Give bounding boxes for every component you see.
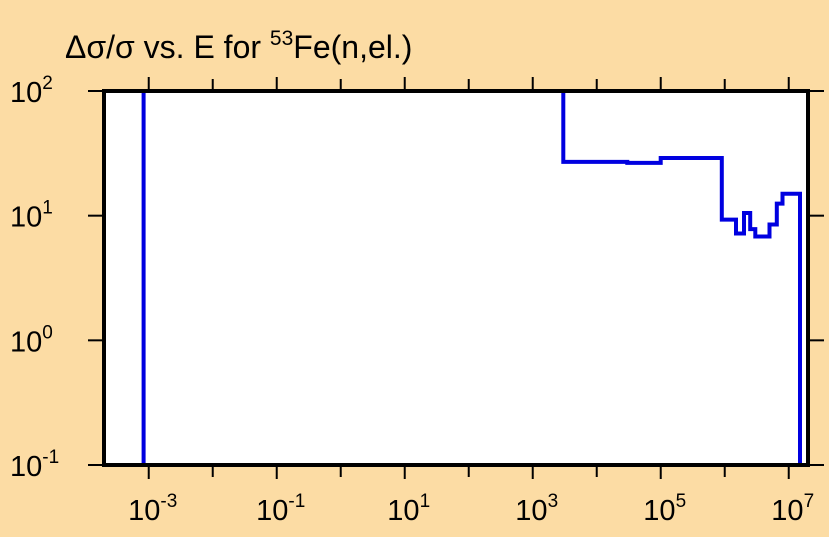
x-tick-label-base: 10 — [515, 495, 547, 527]
x-tick-label-base: 10 — [256, 495, 288, 527]
plot-area — [104, 91, 808, 465]
y-tick-label-exponent: 2 — [42, 73, 53, 94]
x-tick-label-exponent: 7 — [804, 491, 815, 512]
x-tick-label: 107 — [771, 491, 814, 527]
y-tick-label: 101 — [10, 198, 53, 234]
plot-frame — [102, 89, 810, 467]
x-tick-label-base: 10 — [643, 495, 675, 527]
y-tick-label-exponent: 1 — [42, 198, 53, 219]
y-tick-label-exponent: 0 — [42, 322, 53, 343]
x-tick-label-base: 10 — [128, 495, 160, 527]
x-tick-label: 101 — [387, 491, 430, 527]
chart-title-suffix: Fe(n,el.) — [293, 29, 412, 65]
y-tick-label-base: 10 — [10, 77, 42, 109]
y-tick-label: 102 — [10, 73, 53, 109]
chart-title-isotope-mass: 53 — [270, 27, 293, 50]
y-tick-label: 100 — [10, 322, 53, 358]
x-tick-label-exponent: -1 — [288, 491, 305, 512]
y-tick-label-base: 10 — [10, 202, 42, 234]
chart-title: Δσ/σ vs. E for 53Fe(n,el.) — [65, 27, 412, 65]
x-tick-label: 103 — [515, 491, 558, 527]
series-line — [141, 89, 802, 465]
x-tick-label: 10-1 — [256, 491, 305, 527]
x-tick-label-exponent: -3 — [160, 491, 177, 512]
x-tick-label: 105 — [643, 491, 686, 527]
chart-title-prefix: Δσ/σ vs. E for — [65, 29, 270, 65]
y-tick-label-exponent: -1 — [42, 447, 59, 468]
x-tick-label-exponent: 3 — [548, 491, 559, 512]
x-tick-label-exponent: 5 — [676, 491, 687, 512]
x-axis: 10-3 10-1 101 103 105 107 — [128, 77, 814, 527]
x-tick-label-exponent: 1 — [420, 491, 431, 512]
y-tick-label-base: 10 — [10, 326, 42, 358]
y-tick-label: 10-1 — [10, 447, 59, 483]
y-tick-label-base: 10 — [10, 451, 42, 483]
x-tick-label-base: 10 — [771, 495, 803, 527]
x-tick-label: 10-3 — [128, 491, 177, 527]
x-tick-label-base: 10 — [387, 495, 419, 527]
